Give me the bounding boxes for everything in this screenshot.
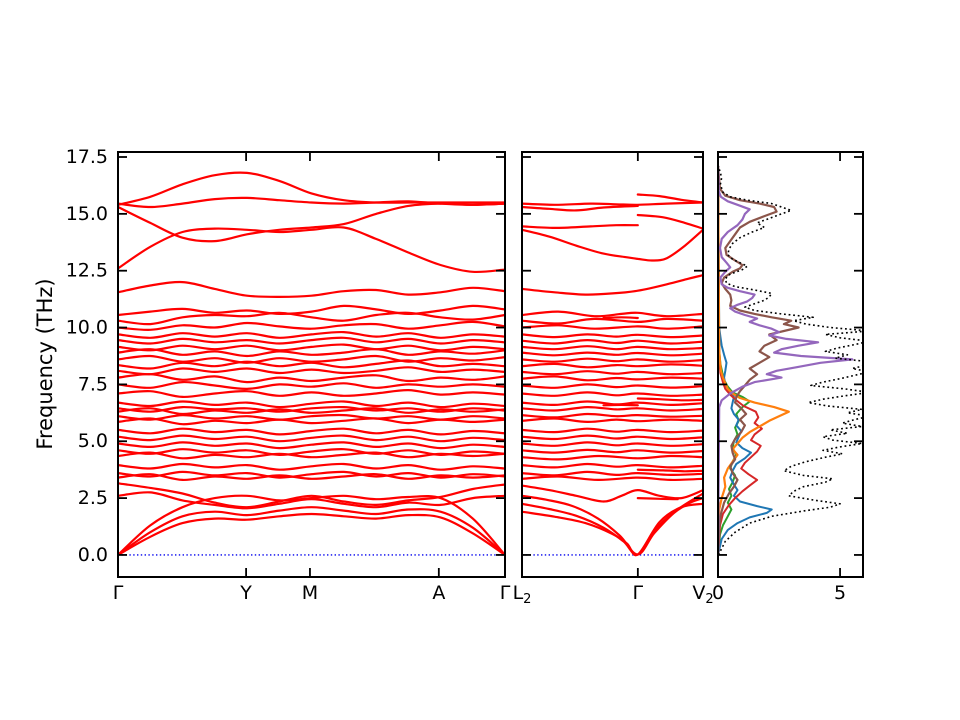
phonon-band (117, 427, 506, 436)
phonon-band (521, 224, 639, 229)
phonon-band (117, 441, 506, 450)
phonon-band (117, 405, 506, 413)
phonon-band (117, 473, 506, 482)
phonon-band (117, 373, 506, 384)
phonon-band (117, 348, 506, 358)
phonon-band (521, 448, 704, 454)
phonon-band (521, 502, 704, 557)
phonon-band (117, 330, 506, 339)
phonon-band (521, 427, 704, 434)
phonon-band (636, 468, 704, 473)
dos-blue-curve (717, 166, 773, 556)
plot-root: 0.02.55.07.510.012.515.017.5Γ Y M A Γ L2 Γ V20 5 (66, 146, 864, 607)
phonon-band (521, 475, 704, 482)
x-tick-label: Γ (113, 582, 124, 604)
phonon-band (521, 204, 639, 212)
phonon-band (521, 470, 704, 477)
phonon-band (636, 213, 704, 230)
phonon-band (117, 388, 506, 399)
phonon-band (117, 366, 506, 376)
phonon-band (521, 375, 704, 382)
x-tick-label: 0 (712, 582, 724, 604)
phonon-band (521, 441, 704, 447)
phonon-band (521, 412, 704, 419)
y-tick-label: 10.0 (66, 317, 108, 339)
x-tick-label: L2 (513, 582, 532, 607)
phonon-band (521, 370, 704, 376)
panel-border (117, 151, 506, 578)
phonon-band (521, 351, 704, 357)
x-tick-label: 5 (834, 582, 846, 604)
phonon-band (117, 171, 506, 206)
phonon-band (117, 320, 506, 331)
x-tick-label: Y (239, 582, 252, 604)
x-tick-label: V2 (692, 582, 713, 607)
phonon-band (521, 345, 704, 351)
y-tick-label: 5.0 (78, 430, 108, 452)
phonon-band (521, 338, 704, 345)
dos-purple-curve (717, 166, 854, 555)
phonon-band (117, 304, 506, 317)
phonon-band (117, 359, 506, 370)
phonon-band (636, 193, 704, 204)
phonon-band (521, 274, 704, 296)
phonon-band (117, 311, 506, 326)
phonon-band (117, 512, 506, 556)
phonon-band (117, 336, 506, 345)
phonon-band (117, 400, 506, 409)
phonon-band (521, 357, 704, 363)
phonon-band (521, 228, 704, 262)
panel-border (717, 151, 864, 578)
phonon-band (521, 462, 704, 469)
phonon-band (117, 462, 506, 471)
phonon-band (117, 202, 506, 243)
phonon-band (636, 397, 704, 402)
y-tick-label: 12.5 (66, 260, 108, 282)
y-tick-label: 7.5 (78, 373, 108, 395)
phonon-band (521, 417, 704, 424)
dos-red-curve (717, 166, 763, 555)
x-tick-label: A (432, 582, 445, 604)
phonon-band (117, 451, 506, 460)
phonon-band (117, 380, 506, 391)
y-tick-label: 2.5 (78, 487, 108, 509)
panel-bands-left: 0.0 2.5 5.0 7.5 10.0 12.5 15.0 17.5 Γ Y M A Γ (66, 146, 511, 604)
phonon-band (521, 201, 704, 206)
phonon-band (521, 362, 704, 369)
phonon-band (636, 497, 679, 501)
phonon-band (602, 316, 639, 320)
phonon-band (117, 226, 506, 274)
phonon-band (521, 434, 704, 441)
phonon-band (521, 317, 704, 325)
y-tick-label: 17.5 (66, 146, 108, 168)
phonon-band (521, 454, 704, 461)
x-tick-label: Γ (633, 582, 644, 604)
x-tick-label: M (302, 582, 318, 604)
phonon-band (117, 494, 506, 556)
x-tick-label: Γ (500, 582, 511, 604)
phonon-band (521, 494, 704, 556)
y-tick-label: 0.0 (78, 544, 108, 566)
panel-border (521, 151, 704, 578)
phonon-band (117, 280, 506, 299)
phonon-band (521, 310, 704, 318)
dos-orange-curve (717, 166, 790, 555)
phonon-band (117, 434, 506, 443)
phonon-band (521, 391, 704, 397)
y-axis-label: Frequency (THz) (33, 278, 57, 449)
phonon-band (117, 417, 506, 426)
phonon-band (521, 405, 704, 412)
phonon-band (521, 324, 704, 330)
phonon-band (521, 492, 704, 556)
phonon-band (117, 506, 506, 556)
y-tick-label: 15.0 (66, 203, 108, 225)
panel-bands-mid: L2 Γ V2 (513, 151, 714, 607)
phonon-band (117, 470, 506, 479)
phonon-band (521, 383, 704, 389)
phonon-band (521, 333, 704, 339)
phonon-band (117, 343, 506, 352)
